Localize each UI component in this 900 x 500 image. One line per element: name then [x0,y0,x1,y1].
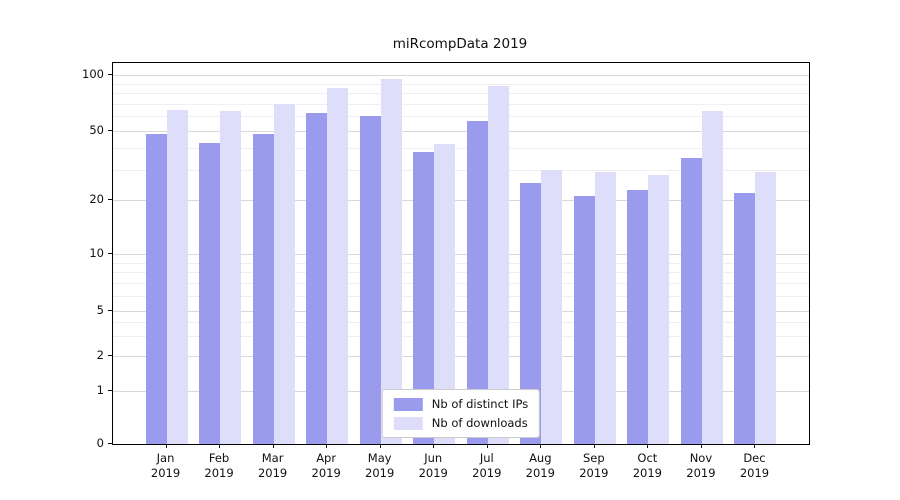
bar-downloads-mar [273,104,295,444]
gridline-major [113,200,809,202]
x-tick-label-may: May 2019 [365,451,395,480]
bar-distinct-ips-mar [252,134,274,444]
x-tick-label-apr: Apr 2019 [311,451,341,480]
y-tick-label-10: 10 [89,245,104,260]
x-tick-mark [219,444,221,448]
legend-item-downloads: Nb of downloads [393,416,528,430]
x-tick-mark [379,444,381,448]
bar-distinct-ips-dec [734,192,756,444]
gridline-minor [113,272,809,274]
gridline-minor [113,283,809,285]
gridline-minor [113,147,809,149]
legend-swatch-downloads [393,416,423,430]
bar-downloads-sep [594,172,616,444]
x-tick-label-mar: Mar 2019 [257,451,288,480]
y-tick-mark [108,130,112,132]
y-tick-mark [108,443,112,444]
x-tick-mark [700,444,702,448]
bar-downloads-apr [327,88,349,444]
y-tick-label-100: 100 [82,67,104,82]
x-tick-mark [647,444,649,448]
bar-distinct-ips-feb [199,142,221,444]
bar-downloads-jul [487,85,509,444]
gridline-minor [113,262,809,264]
bar-distinct-ips-oct [627,189,649,444]
y-tick-label-2: 2 [96,347,104,362]
y-tick-label-50: 50 [89,123,104,138]
gridline-major [113,355,809,357]
y-tick-label-1: 1 [96,383,104,398]
bar-downloads-nov [701,111,723,444]
y-tick-mark [108,74,112,76]
legend-item-distinct-ips: Nb of distinct IPs [393,397,529,411]
y-tick-label-0: 0 [96,436,104,450]
bar-downloads-jun [434,144,456,444]
chart-title: miRcompData 2019 [392,36,528,52]
x-tick-label-jan: Jan 2019 [150,451,181,480]
bar-distinct-ips-sep [573,196,595,444]
x-tick-mark [326,444,328,448]
bar-distinct-ips-jan [145,134,167,444]
y-tick-mark [108,390,112,392]
bar-downloads-feb [220,111,242,444]
gridline-minor [113,104,809,105]
bar-downloads-may [380,79,402,444]
legend: Nb of distinct IPs Nb of downloads [381,389,541,438]
gridline-minor [113,321,809,323]
x-tick-label-oct: Oct 2019 [632,451,663,480]
gridline-major [113,253,809,255]
gridline-minor [113,83,809,85]
x-tick-label-nov: Nov 2019 [686,451,716,480]
gridline-major [113,75,809,77]
bar-distinct-ips-apr [306,112,328,444]
x-tick-label-feb: Feb 2019 [204,451,234,480]
gridline-major [113,131,809,133]
y-tick-mark [108,199,112,201]
bar-distinct-ips-may [359,116,381,444]
y-tick-mark [108,354,112,356]
y-tick-label-5: 5 [96,303,104,318]
plot-area: Nb of distinct IPs Nb of downloads [112,62,810,445]
x-tick-mark [433,444,435,448]
legend-label-distinct-ips: Nb of distinct IPs [431,397,529,411]
legend-label-downloads: Nb of downloads [431,416,528,430]
x-tick-mark [272,444,274,448]
gridline-minor [113,295,809,297]
x-tick-mark [165,444,167,448]
gridline-minor [113,169,809,171]
x-tick-label-dec: Dec 2019 [739,451,770,480]
x-tick-mark [540,444,542,448]
gridline-minor [113,336,809,338]
bar-downloads-oct [648,174,670,444]
gridline-minor [113,93,809,95]
bar-distinct-ips-jul [466,120,488,444]
x-tick-label-aug: Aug 2019 [525,451,555,480]
x-tick-mark [486,444,488,448]
gridline-minor [113,116,809,118]
legend-swatch-distinct-ips [393,397,423,411]
bar-downloads-jan [166,109,188,444]
x-tick-mark [593,444,595,448]
x-tick-mark [754,444,756,448]
bar-distinct-ips-aug [520,183,542,444]
x-tick-label-sep: Sep 2019 [579,451,609,480]
y-tick-mark [108,310,112,312]
x-tick-label-jul: Jul 2019 [472,451,502,480]
bar-downloads-dec [755,172,777,444]
gridline-major [113,311,809,313]
x-tick-label-jun: Jun 2019 [418,451,448,480]
y-tick-label-20: 20 [89,192,104,207]
y-tick-mark [108,252,112,254]
bar-distinct-ips-nov [680,158,702,444]
bar-downloads-aug [541,169,563,444]
bar-distinct-ips-jun [413,151,435,444]
